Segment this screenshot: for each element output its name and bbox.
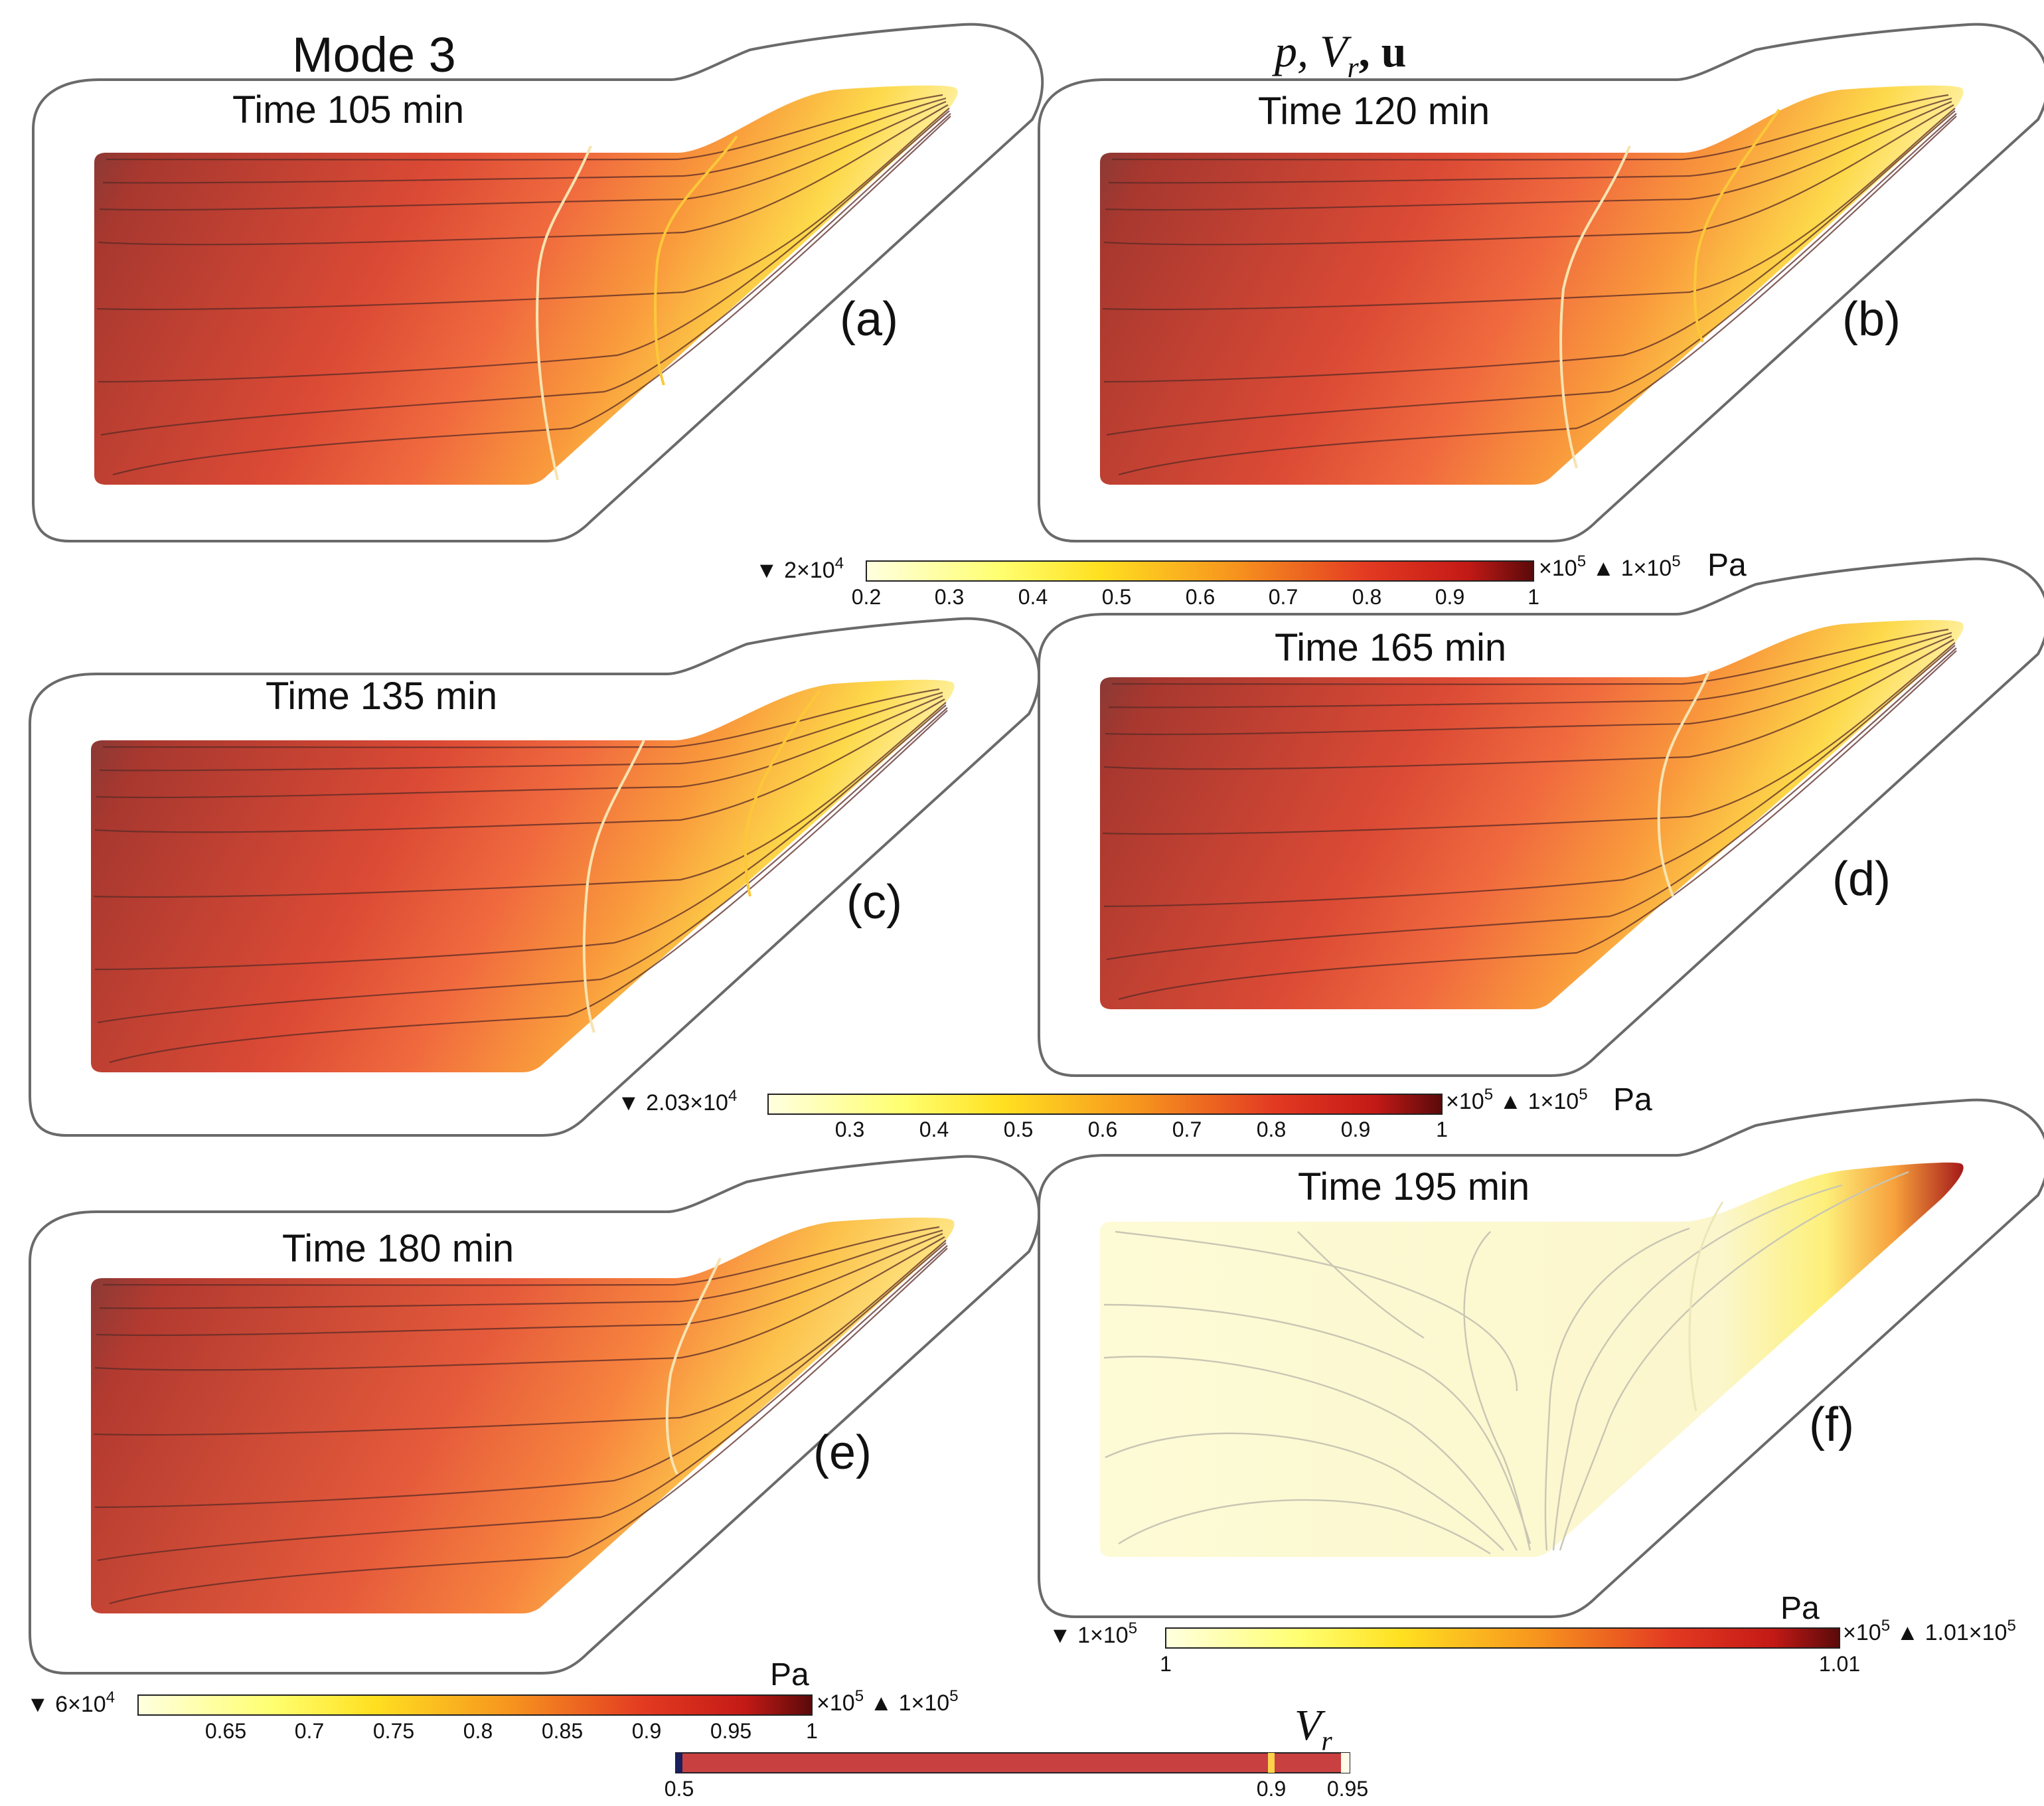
svg-text:0.95: 0.95	[710, 1719, 751, 1743]
vr-colorbar: Vr 0.5 0.9 0.95	[665, 1701, 1368, 1801]
time-label-b: Time 120 min	[1258, 90, 1490, 133]
colorbar-2-min: ▼ 2.03×104	[617, 1087, 737, 1115]
colorbar-1-min: ▼ 2×104	[755, 554, 844, 583]
svg-text:1: 1	[1528, 585, 1539, 609]
svg-text:0.8: 0.8	[1352, 585, 1381, 609]
svg-text:0.8: 0.8	[1257, 1117, 1286, 1141]
svg-text:0.3: 0.3	[935, 585, 964, 609]
svg-text:0.75: 0.75	[373, 1719, 414, 1743]
svg-text:0.4: 0.4	[1018, 585, 1048, 609]
domain-b	[1100, 85, 1964, 485]
svg-text:0.9: 0.9	[1435, 585, 1464, 609]
svg-text:0.4: 0.4	[919, 1117, 949, 1141]
colorbar-3-scale: ×105 ▲ 1×105	[817, 1687, 959, 1716]
domain-d	[1100, 619, 1964, 1009]
vr-title: Vr	[1295, 1701, 1332, 1757]
svg-text:0.5: 0.5	[1004, 1117, 1033, 1141]
colorbar-3: Pa ▼ 6×104 ×105 ▲ 1×105 0.65 0.7 0.75 0.…	[27, 1657, 959, 1743]
panel-c: Time 135 min (c)	[29, 617, 1041, 1137]
colorbar-4-min: ▼ 1×105	[1049, 1619, 1137, 1648]
colorbar-1-scale: ×105 ▲ 1×105	[1539, 552, 1681, 581]
svg-text:0.5: 0.5	[665, 1777, 694, 1801]
svg-text:0.9: 0.9	[1257, 1777, 1286, 1801]
svg-text:0.3: 0.3	[835, 1117, 864, 1141]
mode-title: Mode 3	[292, 27, 456, 82]
svg-text:0.7: 0.7	[1172, 1117, 1202, 1141]
panel-letter-b: (b)	[1842, 293, 1901, 346]
svg-text:0.8: 0.8	[463, 1719, 493, 1743]
svg-text:1: 1	[1160, 1652, 1172, 1676]
svg-text:0.6: 0.6	[1088, 1117, 1117, 1141]
svg-text:0.65: 0.65	[205, 1719, 246, 1743]
streamlines-f	[1103, 1171, 1909, 1555]
svg-text:1.01: 1.01	[1819, 1652, 1860, 1676]
panel-d: Time 165 min (d)	[1038, 557, 2044, 1077]
colorbar-3-unit: Pa	[770, 1657, 809, 1692]
svg-text:0.6: 0.6	[1186, 585, 1215, 609]
domain-a	[94, 85, 958, 485]
streamlines-e	[93, 1226, 948, 1605]
panel-letter-c: (c)	[846, 876, 902, 929]
svg-text:1: 1	[1436, 1117, 1448, 1141]
streamlines-c	[93, 688, 948, 1064]
fields-label: p, Vr, u	[1272, 26, 1407, 84]
colorbar-1: ▼ 2×104 ×105 ▲ 1×105 Pa 0.2 0.3 0.4 0.5 …	[755, 548, 1747, 609]
time-label-a: Time 105 min	[232, 88, 464, 131]
colorbar-1-unit: Pa	[1707, 548, 1747, 583]
colorbar-1-ticks: 0.2 0.3 0.4 0.5 0.6 0.7 0.8 0.9 1	[852, 585, 1539, 609]
colorbar-2-unit: Pa	[1613, 1082, 1652, 1117]
svg-text:0.85: 0.85	[542, 1719, 583, 1743]
time-label-c: Time 135 min	[266, 675, 497, 718]
panel-letter-d: (d)	[1832, 853, 1891, 906]
svg-text:0.5: 0.5	[1102, 585, 1131, 609]
streamlines-a	[96, 94, 951, 476]
colorbar-3-ticks: 0.65 0.7 0.75 0.8 0.85 0.9 0.95 1	[205, 1719, 818, 1743]
svg-text:0.9: 0.9	[1341, 1117, 1370, 1141]
svg-text:0.7: 0.7	[1269, 585, 1298, 609]
svg-text:1: 1	[806, 1719, 818, 1743]
svg-text:0.2: 0.2	[852, 585, 881, 609]
colorbar-2: ▼ 2.03×104 ×105 ▲ 1×105 Pa 0.3 0.4 0.5 0…	[617, 1082, 1652, 1141]
time-label-e: Time 180 min	[282, 1227, 514, 1270]
colorbar-4-unit: Pa	[1780, 1591, 1820, 1626]
panel-e: Time 180 min (e)	[29, 1155, 1041, 1675]
colorbar-2-scale: ×105 ▲ 1×105	[1446, 1086, 1588, 1114]
streamlines-b	[1102, 94, 1957, 476]
streamlines-d	[1102, 628, 1957, 1001]
colorbar-3-min: ▼ 6×104	[27, 1688, 115, 1717]
panel-letter-e: (e)	[813, 1426, 872, 1479]
svg-text:0.9: 0.9	[632, 1719, 661, 1743]
domain-e	[91, 1217, 955, 1613]
panel-f: Time 195 min (f)	[1038, 1098, 2044, 1618]
colorbar-4-scale: ×105 ▲ 1.01×105	[1843, 1617, 2016, 1645]
panel-b: Time 120 min (b)	[1038, 23, 2044, 543]
svg-text:0.95: 0.95	[1327, 1777, 1368, 1801]
domain-c	[91, 679, 955, 1072]
panel-a: Time 105 min (a)	[32, 23, 1044, 543]
panel-letter-f: (f)	[1809, 1398, 1854, 1451]
panel-letter-a: (a)	[840, 293, 898, 346]
time-label-f: Time 195 min	[1298, 1165, 1530, 1208]
colorbar-2-ticks: 0.3 0.4 0.5 0.6 0.7 0.8 0.9 1	[835, 1117, 1448, 1141]
vr-ticks: 0.5 0.9 0.95	[665, 1777, 1368, 1801]
time-label-d: Time 165 min	[1275, 626, 1506, 669]
svg-text:0.7: 0.7	[295, 1719, 324, 1743]
colorbar-4-ticks: 1 1.01	[1160, 1652, 1860, 1676]
colorbar-4: Pa ▼ 1×105 ×105 ▲ 1.01×105 1 1.01	[1049, 1591, 2016, 1676]
